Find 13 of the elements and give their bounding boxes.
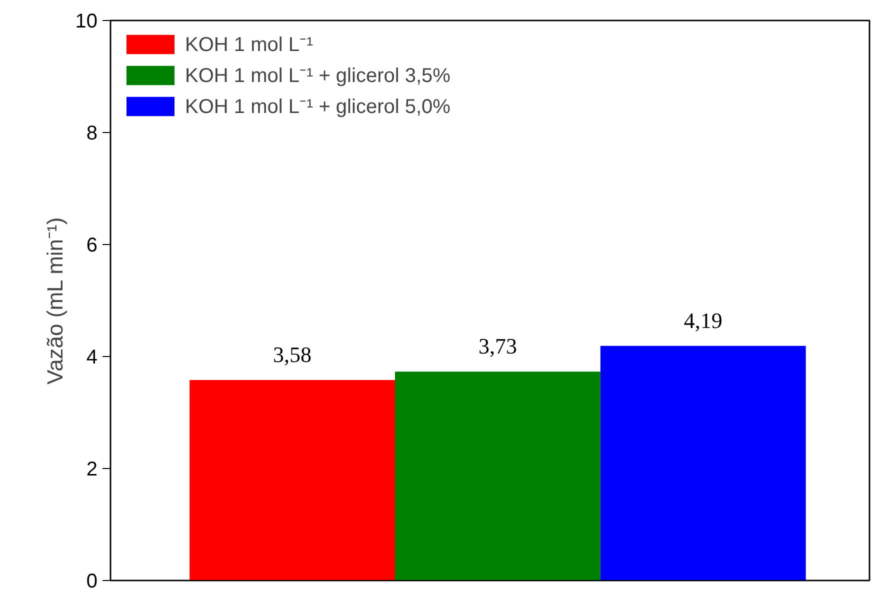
legend-label: KOH 1 mol L⁻¹ + glicerol 3,5%: [185, 64, 450, 88]
y-tick-label: 6: [86, 234, 98, 256]
y-axis-title: Vazão (mL min⁻¹): [42, 217, 68, 384]
data-label: 3,58: [273, 342, 312, 368]
y-tick-label: 0: [86, 570, 98, 592]
legend-label: KOH 1 mol L⁻¹: [185, 33, 314, 57]
data-label: 3,73: [478, 334, 517, 359]
y-tick-label: 8: [86, 122, 98, 144]
y-tick-label: 10: [75, 10, 98, 32]
legend-label: KOH 1 mol L⁻¹ + glicerol 5,0%: [185, 95, 450, 119]
y-tick-label: 2: [86, 458, 98, 480]
y-tick-label: 4: [86, 346, 98, 368]
data-label: 4,19: [684, 308, 722, 333]
